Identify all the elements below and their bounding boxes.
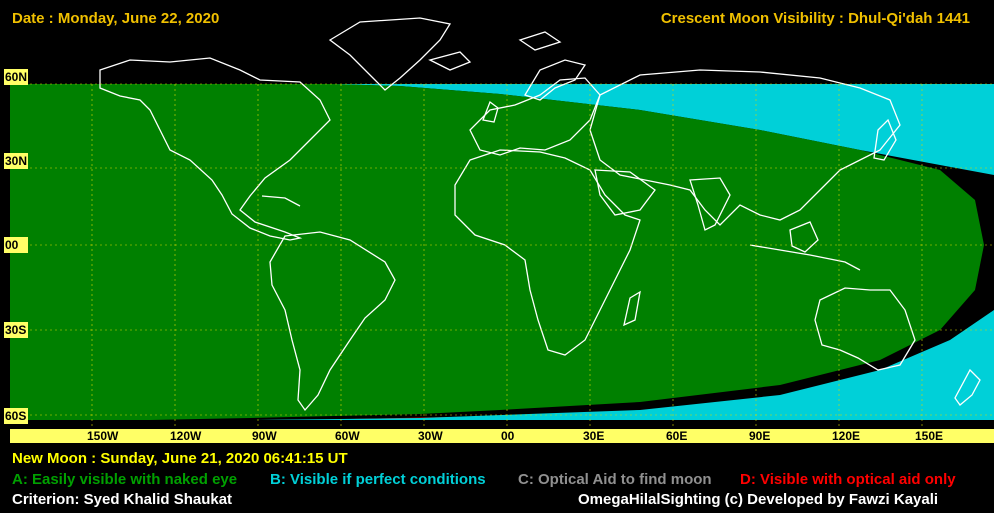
- legend-zone-d: D: Visible with optical aid only: [740, 471, 956, 488]
- map-title: Crescent Moon Visibility : Dhul-Qi'dah 1…: [660, 10, 970, 27]
- madagascar-outline: [623, 290, 641, 327]
- borneo-outline: [789, 221, 819, 253]
- japan-outline: [873, 118, 897, 161]
- africa-outline: [454, 149, 641, 356]
- credit-label: OmegaHilalSighting (c) Developed by Fawz…: [578, 491, 939, 508]
- lon-label-00: 00: [498, 429, 518, 443]
- graticule: [10, 83, 994, 428]
- lon-label-120w: 120W: [167, 429, 205, 443]
- legend-zone-b: B: Visible if perfect conditions: [270, 471, 486, 488]
- lat-label-00: 00: [4, 237, 28, 253]
- lon-label-90e: 90E: [746, 429, 774, 443]
- lat-label-60s: 60S: [4, 408, 28, 424]
- lat-label-60n: 60N: [4, 69, 28, 85]
- new-zealand-outline: [954, 368, 981, 406]
- lon-label-150e: 150E: [912, 429, 947, 443]
- zone-b-north: [330, 84, 994, 175]
- coastlines: [99, 17, 981, 412]
- lon-label-30w: 30W: [415, 429, 446, 443]
- europe-outline: [469, 77, 601, 156]
- arctic-islands-outline: [428, 31, 562, 71]
- lon-label-60w: 60W: [332, 429, 363, 443]
- lon-label-90w: 90W: [249, 429, 280, 443]
- lon-label-30e: 30E: [580, 429, 608, 443]
- asia-outline: [589, 69, 901, 226]
- north-america-outline: [99, 57, 331, 241]
- australia-outline: [814, 287, 916, 371]
- lon-label-60e: 60E: [663, 429, 691, 443]
- legend-zone-c: C: Optical Aid to find moon: [518, 471, 712, 488]
- date-label: Date : Monday, June 22, 2020: [12, 10, 220, 27]
- lon-label-120e: 120E: [829, 429, 864, 443]
- greenland-outline: [328, 17, 452, 91]
- criterion-label: Criterion: Syed Khalid Shaukat: [12, 491, 233, 508]
- arabia-outline: [594, 169, 656, 216]
- indonesia-outline: [749, 244, 861, 271]
- uk-outline: [482, 100, 499, 123]
- lat-label-30s: 30S: [4, 322, 28, 338]
- visibility-zones: [10, 84, 994, 420]
- legend-zone-a: A: Easily visible with naked eye: [12, 471, 238, 488]
- new-moon-label: New Moon : Sunday, June 21, 2020 06:41:1…: [12, 450, 348, 467]
- lon-label-150w: 150W: [84, 429, 122, 443]
- cuba-outline: [261, 195, 301, 207]
- zone-b-south: [150, 310, 994, 420]
- lat-label-30n: 30N: [4, 153, 28, 169]
- india-outline: [689, 177, 731, 231]
- south-america-outline: [269, 231, 396, 412]
- scandinavia-outline: [524, 59, 587, 101]
